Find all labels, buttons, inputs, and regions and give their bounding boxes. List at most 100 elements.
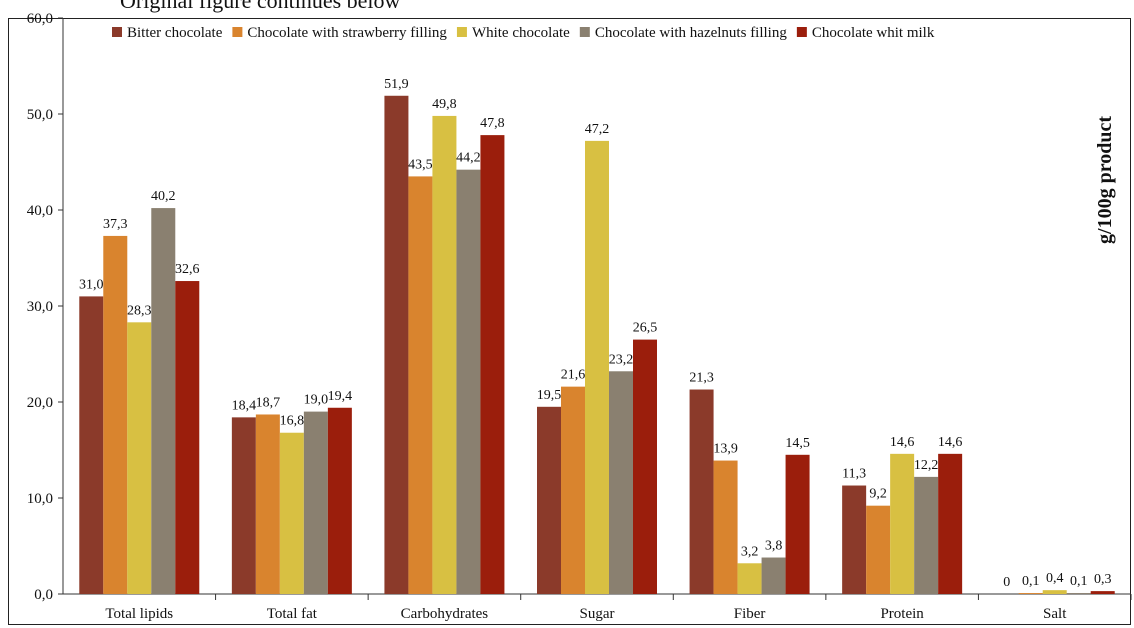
bar bbox=[785, 454, 810, 594]
data-label: 19,5 bbox=[537, 388, 562, 403]
data-label: 28,3 bbox=[127, 303, 152, 318]
data-label: 18,7 bbox=[256, 395, 281, 410]
data-label: 3,8 bbox=[765, 539, 783, 554]
data-label: 12,2 bbox=[914, 458, 939, 473]
bar bbox=[1066, 593, 1091, 594]
bar bbox=[1042, 590, 1067, 594]
data-label: 14,5 bbox=[785, 436, 810, 451]
data-label: 26,5 bbox=[633, 321, 658, 336]
bar bbox=[866, 505, 891, 594]
legend-swatch bbox=[579, 27, 590, 37]
bar bbox=[103, 235, 128, 595]
y-tick-label: 40,0 bbox=[27, 203, 53, 219]
data-label: 0,1 bbox=[1022, 574, 1040, 589]
x-tick-label: Salt bbox=[1043, 606, 1067, 622]
bar bbox=[561, 386, 585, 594]
data-labels-group: 31,0 37,3 28,3 40,2 32,6 18,4 18,7 16,8 19,0 19,4… bbox=[79, 77, 1111, 590]
legend-label: Bitter chocolate bbox=[127, 25, 223, 41]
legend-swatch bbox=[232, 27, 243, 37]
data-label: 9,2 bbox=[869, 487, 887, 502]
bar bbox=[689, 389, 714, 594]
data-label: 0,3 bbox=[1094, 572, 1112, 587]
bar bbox=[890, 453, 915, 594]
bar bbox=[1090, 591, 1115, 594]
bar bbox=[914, 476, 939, 594]
data-label: 0,1 bbox=[1070, 574, 1088, 589]
data-label: 37,3 bbox=[103, 217, 128, 232]
bar bbox=[408, 176, 433, 594]
data-label: 16,8 bbox=[280, 414, 305, 429]
bar bbox=[761, 557, 786, 594]
cropped-caption-text: Original figure continues below bbox=[0, 0, 1134, 18]
bar bbox=[151, 208, 176, 594]
x-tick-label: Total lipids bbox=[105, 606, 173, 622]
data-label: 14,6 bbox=[890, 435, 915, 450]
bar bbox=[127, 322, 152, 594]
x-tick-label: Carbohydrates bbox=[401, 606, 489, 622]
bar bbox=[327, 407, 352, 594]
bar bbox=[938, 453, 963, 594]
data-label: 47,2 bbox=[585, 122, 610, 137]
bar bbox=[279, 432, 304, 594]
data-label: 51,9 bbox=[384, 77, 409, 92]
bar bbox=[713, 460, 738, 594]
legend-label: Chocolate with strawberry filling bbox=[247, 25, 447, 41]
bar bbox=[609, 371, 633, 594]
y-tick-label: 30,0 bbox=[27, 299, 53, 315]
bar bbox=[456, 169, 481, 594]
bar bbox=[79, 296, 104, 594]
bar bbox=[432, 115, 457, 595]
data-label: 32,6 bbox=[175, 262, 200, 277]
data-label: 49,8 bbox=[432, 97, 457, 112]
bar bbox=[255, 414, 280, 594]
bar bbox=[384, 95, 409, 594]
legend-swatch bbox=[112, 27, 122, 37]
data-label: 23,2 bbox=[609, 352, 634, 367]
bar bbox=[175, 281, 200, 594]
y-tick-label: 20,0 bbox=[27, 395, 53, 411]
data-label: 43,5 bbox=[408, 157, 433, 172]
y-tick-label: 60,0 bbox=[27, 11, 53, 27]
y-axis-label: g/100g product bbox=[1094, 116, 1116, 244]
x-tick-label: Protein bbox=[880, 606, 924, 622]
legend: Bitter chocolate Chocolate with strawberr… bbox=[112, 25, 935, 41]
legend-label: Chocolate whit milk bbox=[812, 25, 935, 41]
data-label: 11,3 bbox=[842, 467, 866, 482]
bar bbox=[480, 135, 505, 594]
bar bbox=[737, 563, 762, 594]
legend-swatch bbox=[796, 27, 807, 37]
y-tick-label: 10,0 bbox=[27, 491, 53, 507]
bars-group bbox=[79, 95, 1115, 595]
legend-label: White chocolate bbox=[472, 25, 570, 41]
data-label: 0,4 bbox=[1046, 571, 1064, 586]
data-label: 14,6 bbox=[938, 435, 963, 450]
x-tick-label: Fiber bbox=[734, 606, 766, 622]
legend-swatch bbox=[456, 27, 467, 37]
x-tick-label: Total fat bbox=[267, 606, 318, 622]
bar bbox=[633, 339, 657, 594]
data-label: 40,2 bbox=[151, 189, 176, 204]
data-label: 31,0 bbox=[79, 277, 104, 292]
bar bbox=[537, 406, 561, 594]
caption-fragment: Original figure continues below bbox=[120, 0, 401, 13]
data-label: 21,6 bbox=[561, 368, 586, 383]
data-label: 3,2 bbox=[741, 544, 759, 559]
bar bbox=[842, 485, 867, 594]
bar bbox=[231, 417, 256, 594]
y-tick-label: 0,0 bbox=[34, 587, 53, 603]
data-label: 18,4 bbox=[232, 398, 257, 413]
y-tick-label: 50,0 bbox=[27, 107, 53, 123]
data-label: 19,0 bbox=[304, 393, 329, 408]
x-tick-label: Sugar bbox=[580, 606, 615, 622]
data-label: 13,9 bbox=[713, 442, 738, 457]
data-label: 19,4 bbox=[328, 389, 353, 404]
data-label: 47,8 bbox=[480, 116, 505, 131]
bar bbox=[585, 140, 609, 594]
data-label: 21,3 bbox=[689, 371, 714, 386]
data-label: 44,2 bbox=[456, 151, 481, 166]
bar bbox=[1018, 593, 1043, 594]
legend-label: Chocolate with hazelnuts filling bbox=[595, 25, 788, 41]
bar bbox=[303, 411, 328, 594]
